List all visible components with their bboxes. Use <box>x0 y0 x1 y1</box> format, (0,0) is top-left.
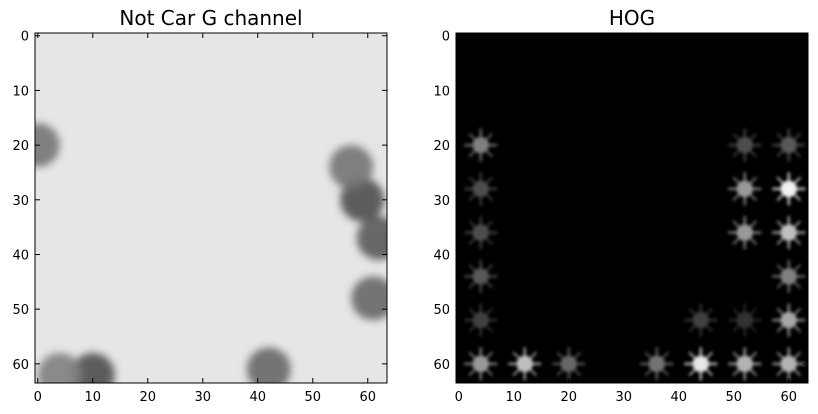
hog-cell <box>728 303 762 337</box>
right-hog-cells <box>464 128 806 381</box>
x-tick-label: 40 <box>249 390 266 405</box>
x-tick-label: 30 <box>194 390 211 405</box>
dark-region <box>35 123 60 167</box>
x-tick-label: 40 <box>670 390 687 405</box>
hog-cell <box>772 216 806 250</box>
x-tick-label: 0 <box>455 390 463 405</box>
hog-cell <box>772 259 806 293</box>
left-plot-frame <box>34 32 388 384</box>
x-tick-label: 0 <box>34 390 42 405</box>
hog-cell <box>464 172 498 206</box>
dark-region <box>37 352 82 383</box>
hog-cell <box>464 128 498 162</box>
y-tick-label: 60 <box>12 358 29 373</box>
hog-cell <box>640 347 674 381</box>
y-tick-label: 50 <box>12 303 29 318</box>
y-tick-label: 0 <box>442 30 450 45</box>
x-tick-label: 20 <box>560 390 577 405</box>
right-title: HOG <box>609 6 655 30</box>
hog-cell <box>464 303 498 337</box>
dark-region <box>70 352 115 383</box>
x-tick-label: 30 <box>615 390 632 405</box>
right-plot-frame <box>455 32 809 384</box>
left-title: Not Car G channel <box>119 6 302 30</box>
hog-cell <box>728 128 762 162</box>
y-tick-label: 40 <box>433 248 450 263</box>
left-dark-regions <box>35 123 387 383</box>
x-tick-label: 50 <box>304 390 321 405</box>
y-tick-label: 10 <box>12 84 29 99</box>
left-image <box>35 33 387 383</box>
y-tick-label: 0 <box>21 30 29 45</box>
hog-cell <box>464 347 498 381</box>
dark-region <box>329 145 374 189</box>
x-tick-label: 60 <box>359 390 376 405</box>
hog-cell <box>728 216 762 250</box>
right-panel: HOG 0 10 20 30 40 50 60 0 10 20 30 40 50 60 <box>433 6 809 405</box>
left-panel: Not Car G channel 0 10 20 30 40 50 60 0 10 20 30 40… <box>12 6 388 405</box>
x-tick-label: 60 <box>780 390 797 405</box>
y-tick-label: 10 <box>433 84 450 99</box>
right-ticks: 0 10 20 30 40 50 60 0 10 20 30 40 50 60 <box>433 30 808 405</box>
y-tick-label: 50 <box>433 303 450 318</box>
right-image <box>456 33 808 383</box>
hog-cell <box>552 347 586 381</box>
y-tick-label: 40 <box>12 248 29 263</box>
hog-cell <box>728 347 762 381</box>
x-tick-label: 10 <box>505 390 522 405</box>
dark-region <box>356 216 387 260</box>
dark-region <box>351 276 387 321</box>
hog-cell <box>772 172 806 206</box>
hog-cell <box>772 347 806 381</box>
dark-region <box>246 347 291 383</box>
x-tick-label: 10 <box>84 390 101 405</box>
y-tick-label: 20 <box>12 139 29 154</box>
y-tick-label: 60 <box>433 358 450 373</box>
x-tick-label: 20 <box>139 390 156 405</box>
left-image-background <box>35 33 387 383</box>
hog-cell <box>508 347 542 381</box>
hog-cell <box>728 172 762 206</box>
hog-cell <box>464 259 498 293</box>
hog-cell <box>772 303 806 337</box>
y-tick-label: 30 <box>12 194 29 209</box>
hog-cell <box>684 303 718 337</box>
y-tick-label: 30 <box>433 194 450 209</box>
hog-cell <box>684 347 718 381</box>
x-tick-label: 50 <box>725 390 742 405</box>
hog-cell <box>464 216 498 250</box>
left-ticks: 0 10 20 30 40 50 60 0 10 20 30 40 50 60 <box>12 30 387 405</box>
y-tick-label: 20 <box>433 139 450 154</box>
hog-cell <box>772 128 806 162</box>
